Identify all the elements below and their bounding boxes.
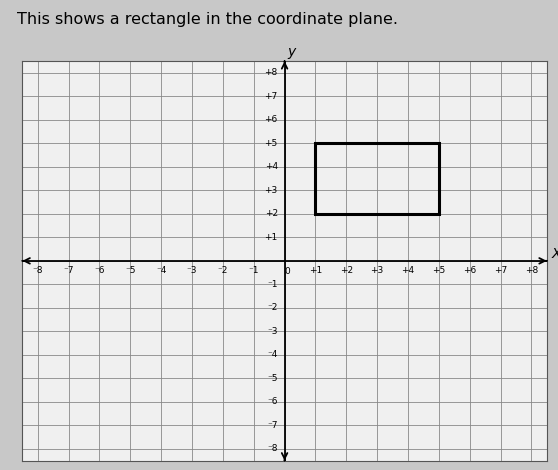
Text: ⁻6: ⁻6 xyxy=(267,397,278,407)
Text: +8: +8 xyxy=(264,68,278,78)
Text: ⁻6: ⁻6 xyxy=(94,266,105,275)
Text: +2: +2 xyxy=(264,209,278,219)
Text: ⁻3: ⁻3 xyxy=(187,266,198,275)
Bar xyxy=(315,143,439,214)
Text: ⁻2: ⁻2 xyxy=(267,303,278,313)
Text: +8: +8 xyxy=(525,266,538,275)
Text: +7: +7 xyxy=(264,92,278,101)
Text: y: y xyxy=(287,45,296,59)
Text: ⁻8: ⁻8 xyxy=(267,444,278,454)
Text: ⁻1: ⁻1 xyxy=(267,280,278,289)
Text: +1: +1 xyxy=(264,233,278,242)
Text: ⁻7: ⁻7 xyxy=(64,266,74,275)
Text: +6: +6 xyxy=(264,115,278,125)
Text: ⁻7: ⁻7 xyxy=(267,421,278,430)
Text: ⁻4: ⁻4 xyxy=(267,350,278,360)
Text: ⁻5: ⁻5 xyxy=(267,374,278,383)
Text: ⁻4: ⁻4 xyxy=(156,266,166,275)
Text: This shows a rectangle in the coordinate plane.: This shows a rectangle in the coordinate… xyxy=(17,12,398,27)
Text: +4: +4 xyxy=(401,266,415,275)
Text: ⁻2: ⁻2 xyxy=(218,266,228,275)
Text: +2: +2 xyxy=(340,266,353,275)
Text: +3: +3 xyxy=(264,186,278,195)
Text: +1: +1 xyxy=(309,266,322,275)
Text: +5: +5 xyxy=(432,266,445,275)
Text: ⁻1: ⁻1 xyxy=(248,266,259,275)
Text: +5: +5 xyxy=(264,139,278,148)
Text: ⁻5: ⁻5 xyxy=(125,266,136,275)
Text: ⁻3: ⁻3 xyxy=(267,327,278,336)
Text: +7: +7 xyxy=(494,266,507,275)
Text: ⁻8: ⁻8 xyxy=(32,266,43,275)
Text: +4: +4 xyxy=(264,162,278,172)
Text: 0: 0 xyxy=(285,267,290,276)
Text: +6: +6 xyxy=(463,266,477,275)
Text: X: X xyxy=(551,247,558,261)
Text: +3: +3 xyxy=(371,266,384,275)
